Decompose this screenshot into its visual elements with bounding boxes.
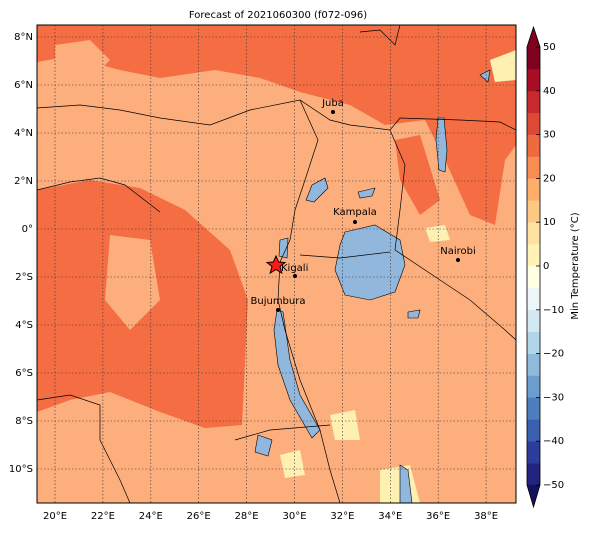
city-label: Nairobi (440, 246, 476, 257)
colorbar-band (527, 68, 540, 92)
colorbar-band (527, 244, 540, 267)
colorbar-tick-label: −50 (543, 480, 564, 491)
colorbar-tick-label: −30 (543, 392, 564, 403)
lat-label: 2°N (14, 176, 33, 187)
lake (305, 177, 329, 203)
lake (479, 69, 491, 83)
city-dot (293, 274, 297, 278)
cities: Juba Kampala Nairobi Kigali Bujumbura (251, 98, 476, 312)
colorbar-band (527, 287, 540, 311)
city-dot (456, 258, 460, 262)
colorbar-band (527, 309, 540, 332)
colorbar-tick-label: −40 (543, 436, 564, 447)
border (359, 25, 401, 46)
colorbar-band (527, 397, 540, 420)
colorbar-band (527, 178, 540, 201)
lon-label: 30°E (282, 511, 306, 522)
lat-label: 10°S (9, 464, 33, 475)
colorbar-band (527, 441, 540, 464)
mild-patch (330, 410, 360, 440)
lakes (254, 69, 491, 503)
colorbar-band (527, 331, 540, 354)
lat-label: 6°N (14, 80, 33, 91)
city-label: Kampala (333, 207, 377, 218)
colorbar-band (527, 266, 540, 289)
lon-label: 26°E (187, 511, 211, 522)
colorbar-tick-label: 40 (543, 86, 556, 97)
colorbar-band (527, 47, 540, 70)
map-frame (36, 24, 517, 504)
lat-label: 8°N (14, 32, 33, 43)
colorbar-band (527, 112, 540, 135)
lon-label: 24°E (139, 511, 163, 522)
lon-label: 20°E (43, 511, 67, 522)
border (299, 251, 391, 259)
graticule (37, 25, 516, 503)
location-star (265, 254, 287, 275)
lat-label: 8°S (15, 416, 33, 427)
colorbar-band (527, 200, 540, 223)
colorbar-band (527, 463, 540, 486)
lat-label: 4°N (14, 128, 33, 139)
border (277, 99, 341, 503)
colorbar-tick-label: 0 (543, 261, 549, 272)
lat-label: 4°S (15, 320, 33, 331)
mild-patch (280, 450, 305, 478)
colorbar-tick-label: 20 (543, 173, 556, 184)
colorbar-arrow (527, 485, 540, 507)
lake (399, 464, 413, 503)
lon-label: 34°E (378, 511, 402, 522)
border (37, 394, 131, 503)
colorbar-band (527, 222, 540, 245)
lake (357, 187, 376, 199)
lake (254, 434, 273, 457)
city-label: Bujumbura (251, 296, 306, 307)
colorbar-tick-label: 30 (543, 130, 556, 141)
lat-label: 0° (22, 224, 33, 235)
lat-label: 2°S (15, 272, 33, 283)
colorbar-band (527, 134, 540, 157)
lat-label: 6°S (15, 368, 33, 379)
colorbar-tick-label: −10 (543, 305, 564, 316)
lon-label: 28°E (235, 511, 259, 522)
colorbar: 50 40 30 20 10 0 −10 −20 −30 −40 −50 (526, 25, 564, 509)
lake (435, 117, 448, 173)
border (37, 177, 161, 213)
border (37, 99, 516, 131)
city-label: Kigali (281, 263, 308, 274)
colorbar-band (527, 419, 540, 442)
colorbar-band (527, 156, 540, 179)
colorbar-band (527, 375, 540, 398)
cool-patch (55, 40, 110, 85)
city-dot (353, 220, 357, 224)
map-area: Juba Kampala Nairobi Kigali Bujumbura (37, 25, 516, 503)
colorbar-tick-label: 10 (543, 217, 556, 228)
warm-zone (37, 25, 516, 225)
city-dot (331, 110, 335, 114)
cool-patch (105, 235, 160, 330)
borders (37, 25, 516, 503)
colorbar-band (527, 90, 540, 113)
axes-labels: 20°E 22°E 24°E 26°E 28°E 30°E 32°E 34°E 36°E 38°E… (9, 32, 498, 522)
city-dot (276, 308, 280, 312)
lon-label: 36°E (426, 511, 450, 522)
colorbar-label: Min Temperature (°C) (570, 212, 581, 319)
colorbar-tick-label: −20 (543, 349, 564, 360)
colorbar-band (527, 353, 540, 376)
border (234, 424, 331, 441)
lake (278, 237, 289, 259)
lon-label: 32°E (330, 511, 354, 522)
warm-zone (395, 135, 440, 215)
city-label: Juba (321, 98, 344, 109)
lake (407, 309, 421, 319)
mild-patch (490, 50, 516, 82)
lon-label: 22°E (91, 511, 115, 522)
lon-label: 38°E (474, 511, 498, 522)
title: Forecast of 2021060300 (f072-096) (189, 10, 367, 21)
colorbar-arrow (527, 27, 540, 47)
colorbar-tick-label: 50 (543, 42, 556, 53)
